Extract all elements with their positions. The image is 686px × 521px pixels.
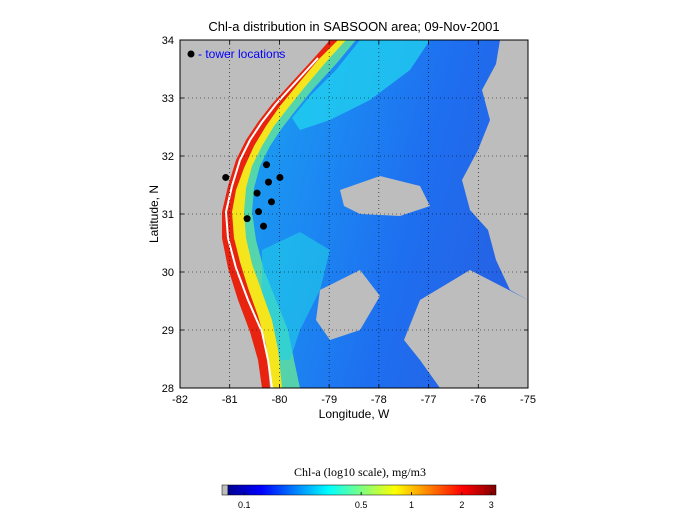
cyan-patch-south — [262, 232, 330, 360]
coastal-band-yellow — [226, 40, 346, 388]
legend: - tower locations — [187, 47, 285, 61]
cloud-mask-southeast — [404, 270, 528, 388]
colorbar: Chl-a (log10 scale), mg/m3 0.1 0.5 1 2 3 — [221, 465, 497, 510]
y-tick-label: 33 — [162, 93, 174, 105]
legend-marker — [187, 50, 195, 58]
y-axis-label: Latitude, N — [147, 185, 161, 243]
tower-marker — [243, 215, 251, 223]
x-tick-label: -79 — [321, 394, 337, 406]
x-tick-label: -76 — [470, 394, 486, 406]
colorbar-gray-swatch — [221, 484, 229, 496]
cloud-mask-central — [340, 176, 430, 216]
x-tick-label: -78 — [371, 394, 387, 406]
x-tick-label: -81 — [222, 394, 238, 406]
chart-title: Chl-a distribution in SABSOON area; 09-N… — [208, 19, 499, 34]
coastline — [224, 57, 319, 388]
tower-marker — [253, 189, 261, 197]
tower-marker — [276, 173, 284, 181]
colorbar-ticks: 0.1 0.5 1 2 3 — [238, 492, 494, 510]
cloud-mask-east — [462, 40, 528, 300]
colorbar-tick-label: 0.5 — [355, 500, 368, 510]
colorbar-label: Chl-a (log10 scale), mg/m3 — [294, 465, 426, 479]
legend-label: - tower locations — [198, 47, 285, 61]
x-tick-label: -77 — [421, 394, 437, 406]
tower-marker — [264, 178, 272, 186]
colorbar-tick-label: 1 — [409, 500, 414, 510]
x-axis-label: Longitude, W — [319, 407, 390, 421]
tower-markers — [222, 161, 284, 230]
x-tick-label: -75 — [520, 394, 536, 406]
cloud-mask-south — [316, 270, 380, 340]
tower-marker — [222, 173, 230, 181]
colorbar-tick-label: 2 — [459, 500, 464, 510]
colorbar-gradient — [227, 484, 497, 496]
y-tick-label: 28 — [162, 383, 174, 395]
colorbar-tick-label: 3 — [489, 500, 494, 510]
y-tick-label: 30 — [162, 267, 174, 279]
tower-marker — [263, 161, 271, 169]
x-tick-labels: -82 -81 -80 -79 -78 -77 -76 -75 — [172, 394, 536, 406]
tower-marker — [255, 208, 263, 216]
y-tick-labels: 28 29 30 31 32 33 34 — [162, 35, 174, 395]
x-tick-label: -80 — [271, 394, 287, 406]
y-tick-label: 34 — [162, 35, 174, 47]
y-tick-label: 29 — [162, 325, 174, 337]
cyan-patch-north — [292, 40, 430, 130]
coastal-band-red — [222, 40, 338, 388]
plot-frame — [179, 39, 529, 389]
tower-marker — [267, 198, 275, 206]
tower-marker — [260, 222, 268, 230]
y-tick-label: 31 — [162, 209, 174, 221]
colorbar-tick-label: 0.1 — [238, 500, 251, 510]
y-tick-label: 32 — [162, 151, 174, 163]
x-tick-label: -82 — [172, 394, 188, 406]
